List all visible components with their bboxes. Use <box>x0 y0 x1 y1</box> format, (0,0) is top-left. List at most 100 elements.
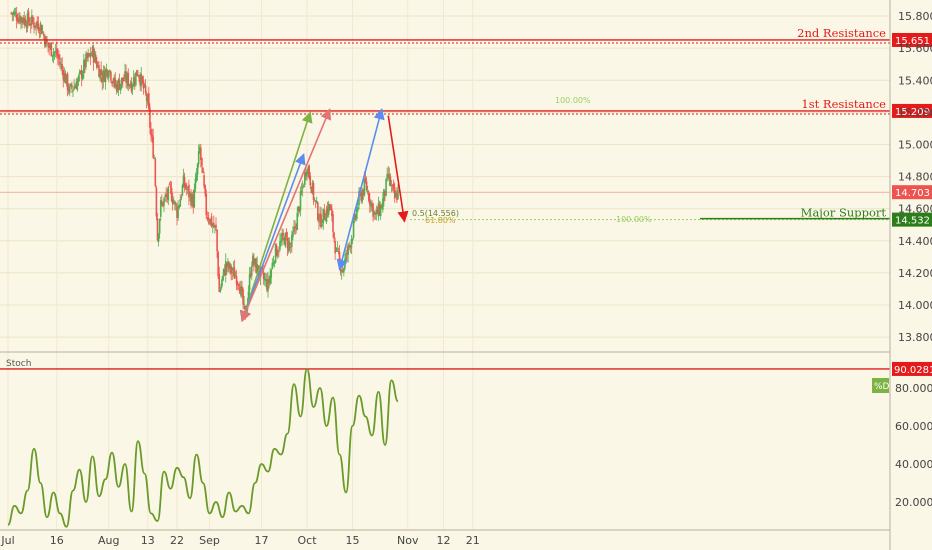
candle-body <box>172 201 175 204</box>
candle-body <box>312 183 315 200</box>
candle-body <box>76 80 79 91</box>
candle-body <box>207 217 210 221</box>
time-tick-label: Sep <box>199 534 220 547</box>
candle-body <box>248 274 251 291</box>
candle-body <box>224 261 227 276</box>
candle-body <box>388 175 391 179</box>
candle-body <box>270 270 273 278</box>
candle-body <box>318 221 320 223</box>
candle-body <box>52 52 55 56</box>
candle-body <box>243 303 245 305</box>
stoch-line <box>7 368 399 528</box>
candle-body <box>114 78 117 88</box>
candle-body <box>34 25 36 28</box>
candle-body <box>25 25 28 28</box>
candle-body <box>71 84 73 89</box>
candle-body <box>28 23 31 26</box>
candle-body <box>84 59 86 68</box>
candle-body <box>161 201 163 203</box>
candle-body <box>117 79 120 91</box>
candle-body <box>331 209 333 217</box>
candle-body <box>347 244 349 255</box>
candle-body <box>124 71 126 80</box>
candle-body <box>64 72 67 84</box>
projection-arrow <box>387 115 409 223</box>
candle-body <box>139 77 141 86</box>
candle-body <box>13 11 16 15</box>
candle-body <box>115 83 118 88</box>
candle-body <box>181 185 184 196</box>
candle-body <box>103 70 106 82</box>
candle-body <box>150 128 152 136</box>
candle-body <box>32 17 34 22</box>
candle-body <box>222 268 225 276</box>
candle-body <box>288 242 291 245</box>
stoch-title: Stoch <box>6 359 31 369</box>
candle-body <box>152 136 154 158</box>
candle-body <box>276 253 279 255</box>
candle-body <box>206 217 209 219</box>
price-levels: 2nd Resistance 15.651 1st Resistance 15.209… <box>0 26 932 227</box>
price-tick-label: 15.200 <box>898 106 932 119</box>
candle-body <box>209 218 212 225</box>
time-tick-label: 21 <box>466 534 480 547</box>
candle-body <box>176 206 178 219</box>
candle-body <box>183 177 186 187</box>
candle-body <box>111 81 113 84</box>
candle-body <box>309 175 312 186</box>
candle-body <box>154 159 157 187</box>
candle-body <box>104 70 107 83</box>
candle-body <box>51 55 54 57</box>
candle-body <box>313 198 316 200</box>
grid <box>0 0 890 530</box>
candle-body <box>301 186 304 189</box>
candle-body <box>162 201 164 207</box>
price-tag <box>892 32 932 47</box>
candle-body <box>334 241 336 254</box>
candle-body <box>92 47 95 63</box>
candle-body <box>48 45 50 48</box>
candle-body <box>178 205 180 209</box>
candle-body <box>321 224 323 227</box>
candle-body <box>127 72 130 87</box>
stoch-legend-badge <box>872 378 889 393</box>
candle-body <box>26 13 29 29</box>
candle-body <box>20 16 22 24</box>
candle-body <box>219 288 222 292</box>
candle-body <box>40 25 43 35</box>
candle-body <box>70 83 72 86</box>
candle-body <box>15 14 18 21</box>
price-tick-label: 14.000 <box>898 299 932 312</box>
candle-body <box>237 284 240 287</box>
candle-body <box>201 157 203 167</box>
candle-body <box>141 76 144 82</box>
level-label: 2nd Resistance <box>797 26 886 40</box>
candle-body <box>143 84 146 87</box>
candle-body <box>24 18 27 26</box>
candle-body <box>365 181 368 191</box>
candle-body <box>393 187 396 199</box>
candle-body <box>157 233 160 242</box>
price-tick-label: 15.000 <box>898 138 932 151</box>
time-tick-label: 12 <box>437 534 451 547</box>
candle-body <box>385 178 387 196</box>
price-tag-label: 15.651 <box>895 36 930 47</box>
candle-body <box>58 55 60 60</box>
candle-body <box>262 272 265 280</box>
projection-arrow <box>240 108 332 323</box>
candle-body <box>44 36 46 46</box>
candle-body <box>170 187 173 202</box>
candle-body <box>132 77 135 87</box>
candle-body <box>387 173 390 177</box>
candle-body <box>205 193 208 216</box>
candle-body <box>348 244 351 246</box>
candle-body <box>142 80 145 89</box>
time-tick-label: 22 <box>170 534 184 547</box>
candle-body <box>220 283 223 289</box>
candle-body <box>53 51 56 53</box>
candle-body <box>352 220 355 238</box>
stoch-level-tag <box>892 361 932 376</box>
candle-body <box>214 225 216 227</box>
candle-body <box>67 88 70 92</box>
